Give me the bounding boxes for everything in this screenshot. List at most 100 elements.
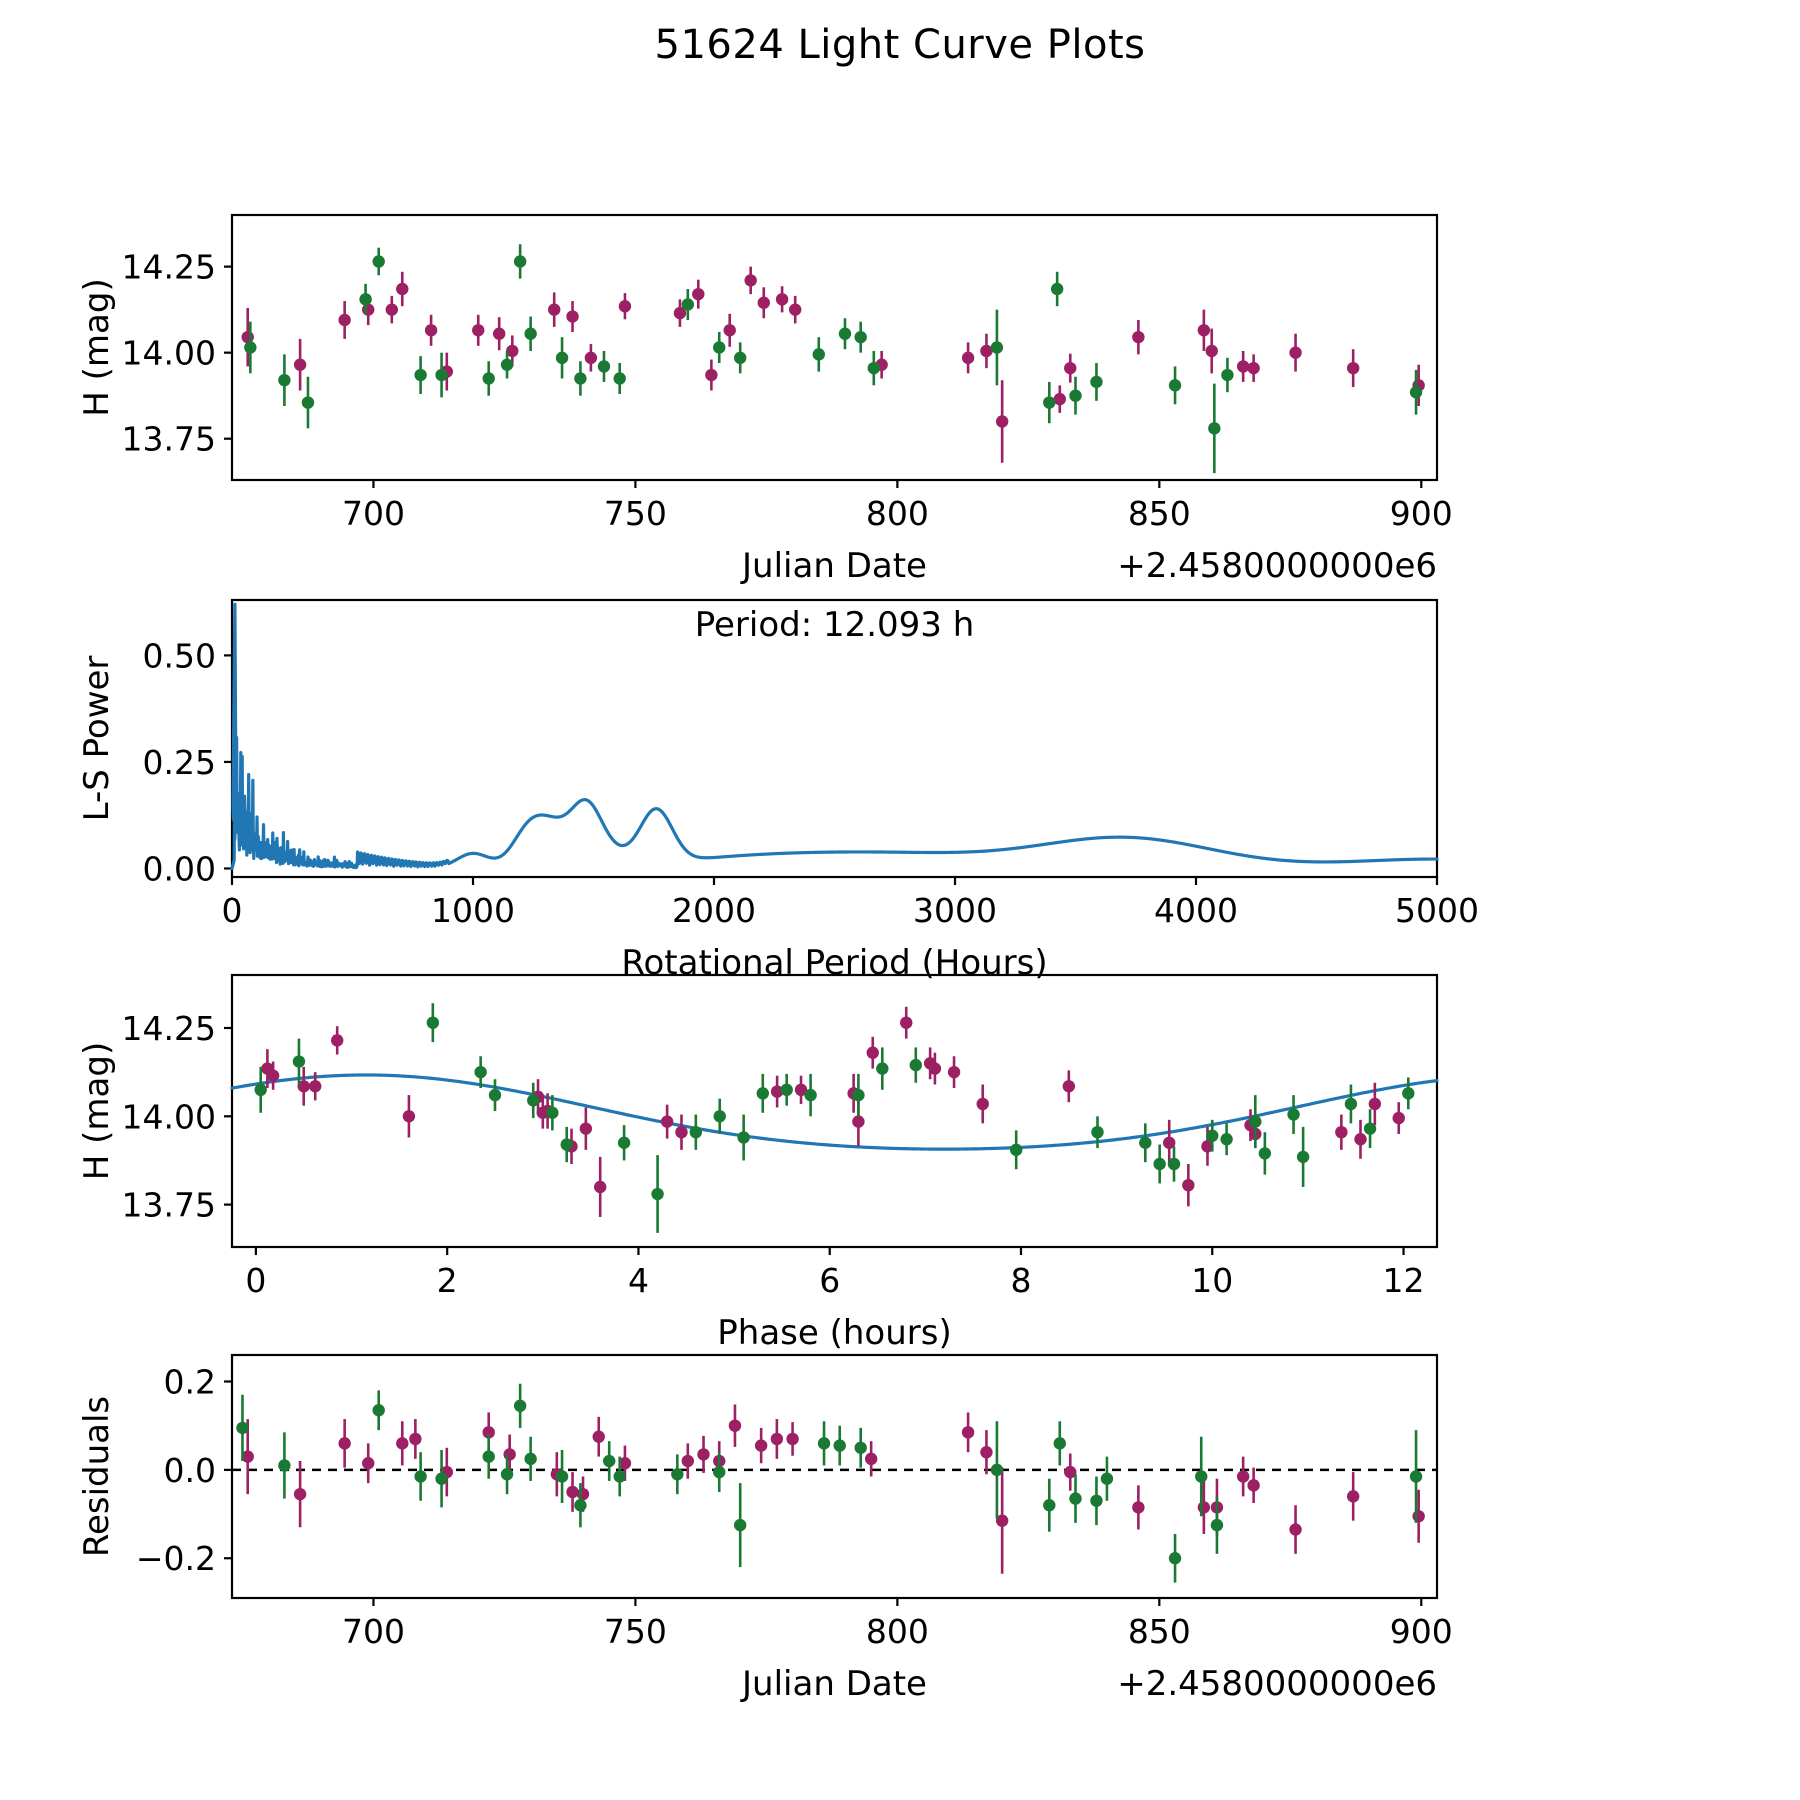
green-marker — [555, 351, 569, 365]
magenta-marker — [362, 303, 375, 316]
magenta-marker — [1236, 1470, 1250, 1483]
magenta-marker — [362, 1457, 375, 1470]
green-marker — [1210, 1518, 1224, 1532]
magenta-marker — [1201, 1140, 1214, 1153]
green-marker — [1221, 368, 1234, 382]
x-tick-label: 12 — [1383, 1261, 1425, 1300]
green-marker — [1220, 1133, 1233, 1146]
green-marker — [613, 372, 626, 385]
magenta-marker — [1392, 1111, 1405, 1125]
x-tick-label: 0 — [222, 891, 243, 930]
green-marker — [1402, 1087, 1415, 1100]
magenta-marker — [566, 1485, 579, 1499]
magenta-marker — [297, 1080, 310, 1093]
green-marker — [737, 1131, 750, 1144]
green-marker — [414, 1470, 427, 1483]
green-marker — [689, 1125, 703, 1139]
green-marker — [1258, 1147, 1272, 1160]
green-marker — [1010, 1143, 1023, 1157]
x-tick-label: 2000 — [672, 891, 756, 930]
magenta-marker — [1247, 1479, 1260, 1492]
magenta-marker — [1132, 1501, 1145, 1514]
x-axis-label: Phase (hours) — [717, 1313, 951, 1353]
magenta-marker — [995, 1514, 1009, 1527]
green-marker — [513, 255, 527, 268]
y-tick-label: 14.25 — [122, 1009, 216, 1048]
green-marker — [804, 1088, 817, 1102]
green-marker — [482, 1450, 495, 1463]
magenta-marker — [980, 344, 993, 358]
magenta-marker — [1163, 1136, 1176, 1149]
magenta-marker — [1064, 361, 1077, 375]
magenta-marker — [593, 1180, 607, 1194]
magenta-marker — [705, 368, 718, 382]
green-marker — [301, 396, 315, 409]
x-axis-label: Julian Date — [740, 546, 927, 586]
y-tick-label: 14.00 — [122, 1097, 216, 1136]
magenta-marker — [660, 1115, 674, 1128]
x-axis-label: Rotational Period (Hours) — [621, 943, 1047, 983]
magenta-marker — [385, 303, 398, 316]
magenta-marker — [980, 1446, 993, 1459]
magenta-marker — [770, 1085, 784, 1098]
magenta-marker — [1335, 1125, 1348, 1139]
green-marker — [1069, 1492, 1082, 1505]
magenta-marker — [402, 1110, 416, 1123]
green-marker — [1208, 422, 1221, 435]
magenta-marker — [1064, 1465, 1077, 1479]
magenta-marker — [584, 351, 598, 365]
magenta-marker — [976, 1097, 989, 1111]
green-marker — [671, 1468, 684, 1481]
magenta-marker — [744, 274, 757, 287]
green-marker — [574, 372, 587, 385]
green-marker — [244, 341, 257, 354]
magenta-marker — [492, 327, 506, 340]
y-tick-label: 0.50 — [143, 636, 216, 675]
x-tick-label: 3000 — [913, 891, 997, 930]
magenta-marker — [1412, 1510, 1425, 1523]
x-axis-label: Julian Date — [740, 1664, 927, 1704]
magenta-marker — [697, 1448, 710, 1461]
axes-frame — [230, 213, 1439, 482]
green-marker — [1363, 1122, 1377, 1135]
green-marker — [524, 1452, 537, 1466]
magenta-marker — [592, 1430, 605, 1443]
green-marker — [426, 1016, 440, 1029]
x-tick-label: 1000 — [431, 891, 515, 930]
green-marker — [1296, 1150, 1310, 1164]
green-marker — [546, 1106, 559, 1119]
green-marker — [733, 351, 747, 365]
x-tick-label: 4 — [628, 1261, 649, 1300]
magenta-marker — [1354, 1133, 1367, 1146]
magenta-marker — [266, 1069, 280, 1082]
x-axis-offset-text: +2.4580000000e6 — [1117, 1664, 1437, 1704]
y-tick-label: 13.75 — [122, 1186, 216, 1225]
magenta-marker — [961, 1426, 975, 1439]
magenta-marker — [241, 330, 254, 344]
magenta-marker — [396, 282, 409, 296]
green-marker — [1168, 379, 1182, 392]
green-marker — [555, 1470, 569, 1483]
green-marker — [359, 293, 372, 306]
green-marker — [488, 1088, 502, 1102]
green-marker — [1090, 1494, 1103, 1508]
green-marker — [603, 1454, 616, 1468]
magenta-marker — [770, 1432, 784, 1446]
magenta-marker — [396, 1437, 409, 1450]
magenta-marker — [794, 1083, 808, 1097]
green-marker — [372, 1404, 385, 1417]
green-marker — [838, 327, 852, 340]
magenta-marker — [579, 1122, 593, 1135]
magenta-marker — [1132, 330, 1145, 344]
y-tick-label: 14.00 — [122, 334, 216, 373]
periodogram-curve — [230, 602, 1439, 871]
magenta-marker — [1289, 346, 1302, 359]
magenta-marker — [754, 1439, 768, 1452]
green-marker — [1139, 1136, 1152, 1149]
magenta-marker — [1205, 344, 1218, 358]
green-marker — [435, 368, 448, 382]
figure-title: 51624 Light Curve Plots — [654, 22, 1146, 68]
magenta-marker — [618, 300, 632, 313]
magenta-marker — [995, 415, 1009, 428]
